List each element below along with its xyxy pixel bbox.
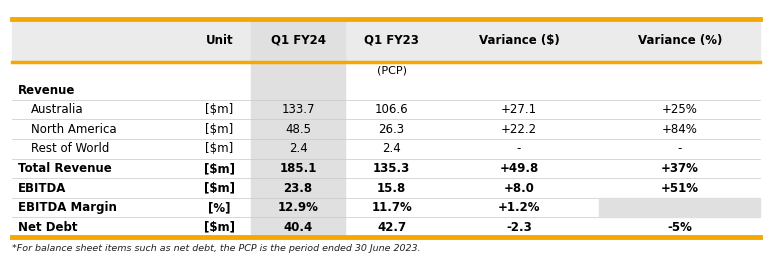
Text: 2.4: 2.4: [382, 142, 401, 155]
Text: EBITDA Margin: EBITDA Margin: [18, 201, 117, 214]
Bar: [12, 19, 760, 62]
Text: -: -: [516, 142, 521, 155]
Text: [%]: [%]: [208, 201, 231, 214]
Text: +51%: +51%: [661, 182, 699, 195]
Text: [$m]: [$m]: [205, 142, 233, 155]
Text: [$m]: [$m]: [204, 221, 235, 234]
Text: +84%: +84%: [662, 123, 698, 136]
Text: Variance ($): Variance ($): [479, 34, 559, 47]
Text: +49.8: +49.8: [499, 162, 539, 175]
Text: [$m]: [$m]: [204, 182, 235, 195]
Text: Q1 FY23: Q1 FY23: [364, 34, 419, 47]
Text: -5%: -5%: [668, 221, 692, 234]
Text: 106.6: 106.6: [374, 103, 408, 116]
Text: 2.4: 2.4: [289, 142, 307, 155]
Text: Net Debt: Net Debt: [18, 221, 77, 234]
Text: -: -: [678, 142, 682, 155]
Text: North America: North America: [31, 123, 117, 136]
Text: 23.8: 23.8: [283, 182, 313, 195]
Text: +25%: +25%: [662, 103, 698, 116]
Text: 42.7: 42.7: [377, 221, 406, 234]
Text: Variance (%): Variance (%): [638, 34, 722, 47]
Text: Total Revenue: Total Revenue: [18, 162, 111, 175]
Text: +8.0: +8.0: [503, 182, 534, 195]
Text: Rest of World: Rest of World: [31, 142, 110, 155]
Bar: [599, 198, 760, 218]
Text: Q1 FY24: Q1 FY24: [270, 34, 326, 47]
Text: +37%: +37%: [661, 162, 699, 175]
Text: *For balance sheet items such as net debt, the PCP is the period ended 30 June 2: *For balance sheet items such as net deb…: [12, 244, 420, 253]
Text: (PCP): (PCP): [377, 66, 407, 76]
Text: 133.7: 133.7: [281, 103, 315, 116]
Text: Australia: Australia: [31, 103, 83, 116]
Text: 26.3: 26.3: [378, 123, 405, 136]
Text: +1.2%: +1.2%: [498, 201, 540, 214]
Bar: [251, 19, 345, 237]
Text: [$m]: [$m]: [204, 162, 235, 175]
Text: 12.9%: 12.9%: [278, 201, 318, 214]
Text: 15.8: 15.8: [377, 182, 406, 195]
Text: 185.1: 185.1: [279, 162, 317, 175]
Text: +22.2: +22.2: [501, 123, 537, 136]
Text: [$m]: [$m]: [205, 123, 233, 136]
Text: Revenue: Revenue: [18, 84, 75, 96]
Text: 48.5: 48.5: [285, 123, 311, 136]
Text: [$m]: [$m]: [205, 103, 233, 116]
Text: +27.1: +27.1: [501, 103, 537, 116]
Text: 135.3: 135.3: [373, 162, 410, 175]
Text: EBITDA: EBITDA: [18, 182, 66, 195]
Text: -2.3: -2.3: [506, 221, 532, 234]
Text: 11.7%: 11.7%: [371, 201, 412, 214]
Text: 40.4: 40.4: [283, 221, 313, 234]
Text: Unit: Unit: [205, 34, 233, 47]
